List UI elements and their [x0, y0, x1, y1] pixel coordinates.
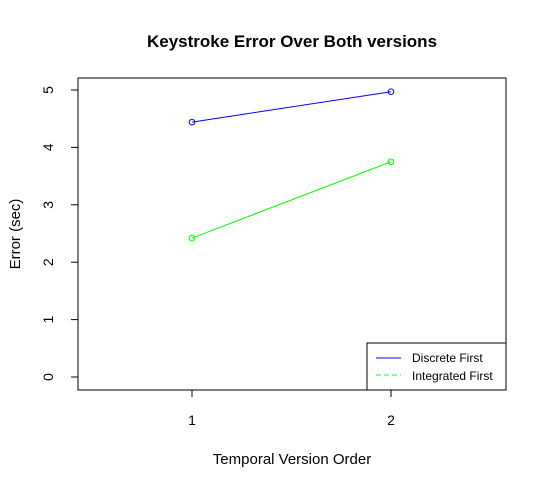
legend-box: [366, 342, 507, 391]
legend-label-discrete-first: Discrete First: [412, 351, 483, 365]
y-tick-label: 0: [40, 373, 56, 381]
series-line: [191, 161, 392, 239]
legend-label-integrated-first: Integrated First: [412, 369, 493, 383]
series-line: [191, 91, 392, 123]
chart-title: Keystroke Error Over Both versions: [147, 32, 437, 51]
data-point: [387, 88, 395, 96]
y-tick-label: 2: [40, 258, 56, 266]
y-tick-label: 4: [40, 143, 56, 151]
series-layer: [188, 88, 395, 242]
y-axis-label: Error (sec): [7, 199, 24, 270]
y-tick-label: 3: [40, 201, 56, 209]
data-point: [188, 118, 196, 126]
legend: Discrete First Integrated First: [366, 342, 507, 391]
x-tick-label: 1: [188, 412, 196, 428]
data-point: [387, 158, 395, 166]
x-tick-label: 2: [387, 412, 395, 428]
y-axis: 0 1 2 3 4 5: [40, 86, 79, 381]
x-axis-label: Temporal Version Order: [213, 451, 371, 468]
data-point: [188, 234, 196, 242]
y-tick-label: 1: [40, 315, 56, 323]
y-tick-label: 5: [40, 86, 56, 94]
